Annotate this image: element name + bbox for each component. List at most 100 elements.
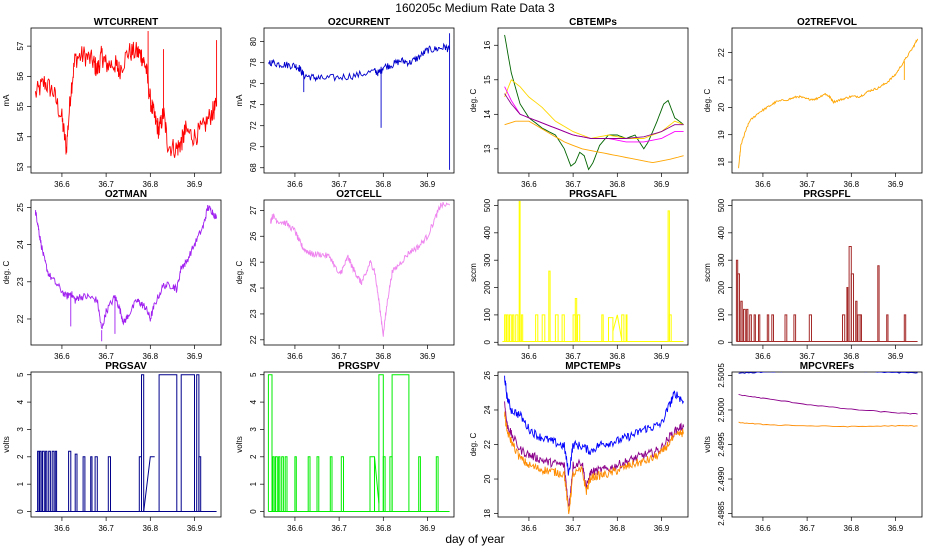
chart-prgsav-pulse <box>107 456 111 512</box>
chart-o2tcell-xtick-label: 36.7 <box>331 352 347 361</box>
chart-mpcvrefs-xtick-label: 36.9 <box>888 524 904 533</box>
chart-cbtemps-title: CBTEMPs <box>569 17 617 28</box>
chart-o2tcell-ytick-label: 25 <box>249 257 258 266</box>
chart-prgspv-ytick-label: 0 <box>249 509 258 514</box>
chart-prgspv-xtick-label: 36.6 <box>287 524 303 533</box>
chart-prgsafl-ytick-label: 400 <box>483 226 492 240</box>
chart-prgspfl-pulse <box>842 314 846 342</box>
chart-mpcvrefs-ytick-label: 2.4985 <box>717 501 726 526</box>
chart-o2trefvol-ytick-label: 19 <box>717 130 726 139</box>
chart-prgsav-pulse <box>196 374 200 512</box>
chart-prgspv-pulse <box>382 456 386 512</box>
chart-o2current-ytick-label: 80 <box>249 37 258 46</box>
chart-prgsav-pulse <box>39 450 42 512</box>
chart-prgsafl-pulse <box>608 317 614 342</box>
chart-prgspfl-pulse <box>903 314 907 342</box>
chart-o2current-xtick-label: 36.9 <box>420 180 436 189</box>
chart-prgsav-pulse <box>74 453 78 512</box>
chart-prgspv-ytick-label: 1 <box>249 481 258 486</box>
chart-cbtemps-plot-area <box>504 34 684 171</box>
chart-o2current-xtick-label: 36.7 <box>331 180 347 189</box>
chart-mpcvrefs-ytick-label: 2.4990 <box>717 466 726 491</box>
chart-o2tman-ylabel: deg. C <box>2 260 11 284</box>
chart-o2tman-panel: O2TMAN deg. C 36.6 36.7 36.8 36.9 22 23 24 25 <box>2 189 222 361</box>
chart-prgsav-pulse <box>82 456 86 512</box>
chart-wtcurrent-title: WTCURRENT <box>94 17 158 28</box>
chart-mpctemps-xtick-label: 36.8 <box>610 524 626 533</box>
chart-prgspv-pulse <box>378 374 384 512</box>
chart-mpcvrefs-title: MPCVREFs <box>800 361 855 372</box>
chart-mpctemps-xtick-label: 36.7 <box>565 524 581 533</box>
chart-prgsav-pulse <box>45 450 48 512</box>
chart-o2current-ytick-label: 68 <box>249 163 258 172</box>
chart-cbtemps-frame <box>497 27 689 174</box>
chart-o2trefvol-panel: O2TREFVOL deg. C 36.6 36.7 36.8 36.9 18 19 20 21 2… <box>703 17 923 189</box>
chart-o2tman-title: O2TMAN <box>105 189 147 200</box>
chart-prgspv-pulse <box>294 456 297 512</box>
chart-cbtemps-ytick-label: 16 <box>483 40 492 49</box>
chart-mpctemps-xtick-label: 36.6 <box>521 524 537 533</box>
chart-prgsafl-pulse <box>504 314 507 342</box>
chart-prgsav-plot-area <box>35 374 217 513</box>
chart-prgsav-pulse <box>68 450 72 512</box>
chart-prgsav-pulse <box>198 456 202 512</box>
chart-prgsav-pulse <box>51 450 55 512</box>
chart-cbtemps-series-0 <box>504 34 684 171</box>
chart-prgsafl-pulse <box>515 314 519 342</box>
chart-prgsafl-pulse <box>520 314 524 342</box>
chart-prgspv-ytick-label: 3 <box>249 427 258 432</box>
chart-prgsav-frame <box>30 371 222 518</box>
chart-prgsafl-pulse <box>577 314 581 342</box>
chart-mpctemps-series-2 <box>504 411 685 515</box>
chart-o2trefvol-ytick-label: 21 <box>717 75 726 84</box>
chart-o2current-panel: O2CURRENT mA 36.6 36.7 36.8 36.9 68 70 72 74 76 78 8… <box>235 17 455 189</box>
chart-mpctemps-ytick-label: 20 <box>483 474 492 483</box>
chart-prgsav-ytick-label: 0 <box>16 509 25 514</box>
chart-cbtemps-xtick-label: 36.8 <box>610 180 626 189</box>
chart-prgsafl-ylabel: sccm <box>469 263 478 282</box>
chart-o2trefvol-plot-area <box>738 38 919 169</box>
chart-prgsav-xtick-label: 36.6 <box>54 524 70 533</box>
chart-wtcurrent-ytick-label: 57 <box>16 41 25 50</box>
chart-mpctemps-ylabel: deg. C <box>469 432 478 456</box>
chart-o2trefvol-xtick-label: 36.9 <box>888 180 904 189</box>
chart-prgsafl-ramp <box>612 314 623 340</box>
chart-prgsafl-pulse <box>625 314 628 342</box>
chart-prgsafl-ytick-label: 300 <box>483 253 492 267</box>
chart-prgsafl-pulse <box>667 210 670 342</box>
chart-prgspv-pulse <box>316 456 320 512</box>
chart-prgsav-ytick-label: 1 <box>16 481 25 486</box>
chart-prgspfl-pulse <box>766 314 770 342</box>
chart-prgsafl-pulse <box>561 314 565 342</box>
chart-prgsafl-pulse <box>621 314 625 342</box>
chart-prgsav-pulse <box>94 456 98 512</box>
chart-prgspfl-plot-area <box>735 246 918 342</box>
chart-cbtemps-ylabel: deg. C <box>469 88 478 112</box>
chart-prgspv-plot-area <box>267 374 450 513</box>
chart-mpctemps-frame <box>497 371 689 518</box>
chart-cbtemps-series-3 <box>504 93 684 139</box>
chart-prgspfl-pulse <box>784 314 788 342</box>
chart-prgsav-ytick-label: 4 <box>16 399 25 404</box>
chart-cbtemps-xtick-label: 36.9 <box>654 180 670 189</box>
chart-prgspv-ytick-label: 2 <box>249 454 258 459</box>
chart-o2current-series-0 <box>268 42 451 83</box>
chart-o2tman-xtick-label: 36.9 <box>187 352 203 361</box>
chart-wtcurrent-xtick-label: 36.9 <box>187 180 203 189</box>
chart-wtcurrent-xtick-label: 36.8 <box>143 180 159 189</box>
chart-prgspfl-xtick-label: 36.8 <box>844 352 860 361</box>
chart-o2tcell-ytick-label: 22 <box>249 335 258 344</box>
chart-wtcurrent-xtick-label: 36.6 <box>54 180 70 189</box>
chart-o2tcell-ytick-label: 24 <box>249 283 258 292</box>
chart-o2tcell-series-0 <box>270 201 450 337</box>
chart-prgsav-pulse <box>37 450 40 512</box>
chart-prgsav-pulse <box>54 450 58 512</box>
chart-o2tman-ytick-label: 24 <box>16 240 25 249</box>
chart-prgsav-pulse <box>42 450 45 512</box>
chart-o2current-frame <box>263 27 455 174</box>
chart-prgsav-xtick-label: 36.8 <box>143 524 159 533</box>
chart-prgspfl-title: PRGSPFL <box>803 189 850 200</box>
chart-prgspfl-ytick-label: 0 <box>717 339 726 344</box>
chart-prgspv-pulse <box>435 456 439 512</box>
